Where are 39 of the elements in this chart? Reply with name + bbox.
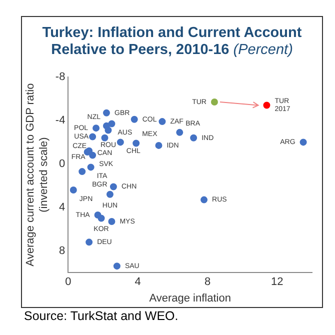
chart-subtitle: (Percent) <box>233 42 293 58</box>
point <box>87 164 94 171</box>
point <box>89 133 96 140</box>
point <box>116 138 124 146</box>
point <box>92 124 100 132</box>
x-axis-title: Average inflation <box>149 292 231 304</box>
point <box>102 109 110 116</box>
point <box>108 120 116 128</box>
point <box>86 238 93 246</box>
y-tick-label: -4 <box>55 114 66 126</box>
point <box>101 134 108 142</box>
point <box>132 140 140 147</box>
point <box>158 118 166 126</box>
y-tick-label: 0 <box>59 158 66 170</box>
point <box>210 98 218 106</box>
point <box>98 214 105 222</box>
point <box>104 126 112 134</box>
y-tick-label: 4 <box>59 201 66 214</box>
point <box>113 262 120 270</box>
point <box>70 186 77 194</box>
y-tick-label: -8 <box>55 71 66 84</box>
point <box>155 142 162 149</box>
point <box>190 134 198 142</box>
point <box>130 116 138 123</box>
point <box>176 128 184 136</box>
source-note: Source: TurkStat and WEO. <box>24 309 178 323</box>
x-tick-label: 12 <box>271 276 284 288</box>
point <box>78 168 86 176</box>
point <box>108 218 116 226</box>
x-tick-label: 4 <box>134 276 141 288</box>
point <box>300 138 307 146</box>
point <box>200 196 208 204</box>
point <box>110 183 117 190</box>
y-tick-label: 8 <box>59 244 66 257</box>
x-tick-label: 8 <box>204 276 211 288</box>
y-axis-title: Average current account to GDP ratio (inverted scale) <box>24 83 50 266</box>
point <box>89 152 96 159</box>
point <box>106 190 114 198</box>
point <box>263 102 270 109</box>
